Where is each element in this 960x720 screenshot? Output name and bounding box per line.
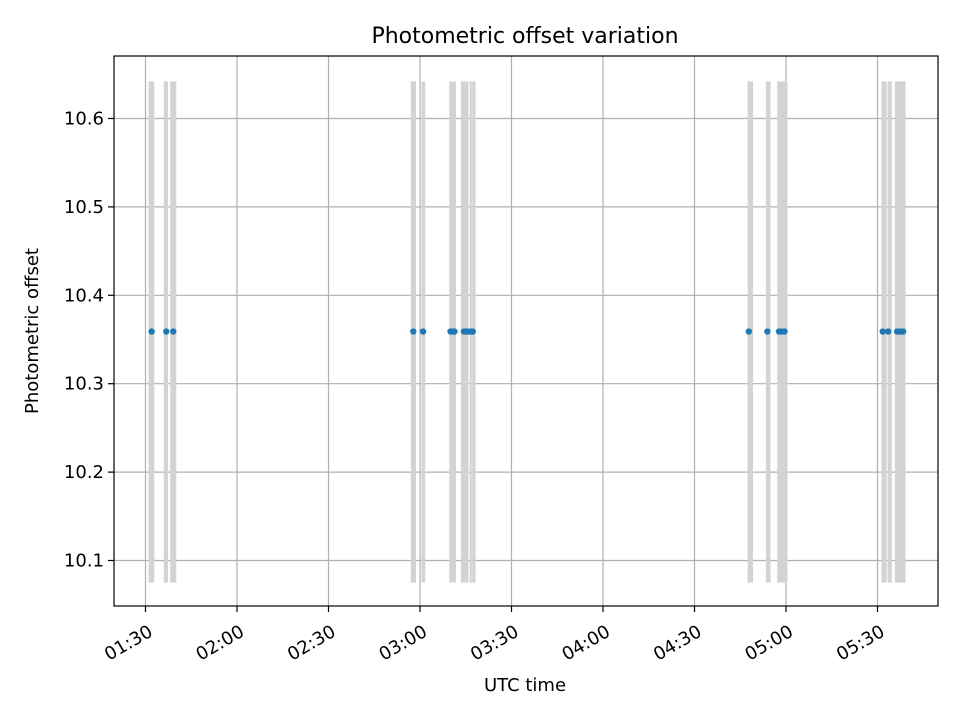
data-point (419, 328, 427, 335)
plot-area (114, 56, 938, 606)
y-tick-label: 10.1 (64, 551, 104, 572)
data-point (148, 328, 155, 335)
data-point (170, 328, 177, 335)
data-point (469, 328, 476, 335)
plot-frame (113, 55, 939, 607)
y-axis-label: Photometric offset (22, 248, 43, 414)
data-points (148, 328, 907, 335)
chart-title: Photometric offset variation (371, 24, 678, 49)
y-tick-label: 10.3 (64, 374, 104, 395)
data-point (410, 328, 417, 335)
data-point (899, 328, 907, 335)
y-tick-label: 10.2 (64, 462, 104, 483)
data-point (764, 328, 771, 335)
data-point (163, 328, 170, 335)
y-tick-label: 10.4 (64, 285, 104, 306)
y-axis-ticks: 10.1 10.2 10.3 10.4 10.5 10.6 (64, 109, 114, 572)
plot-background (114, 56, 938, 606)
data-point (781, 328, 788, 335)
y-tick-label: 10.6 (64, 109, 104, 130)
data-point (745, 328, 752, 335)
x-axis-label: UTC time (484, 675, 566, 696)
data-point (884, 328, 892, 335)
y-tick-label: 10.5 (64, 197, 104, 218)
data-point (451, 328, 458, 335)
data-point (879, 328, 886, 335)
